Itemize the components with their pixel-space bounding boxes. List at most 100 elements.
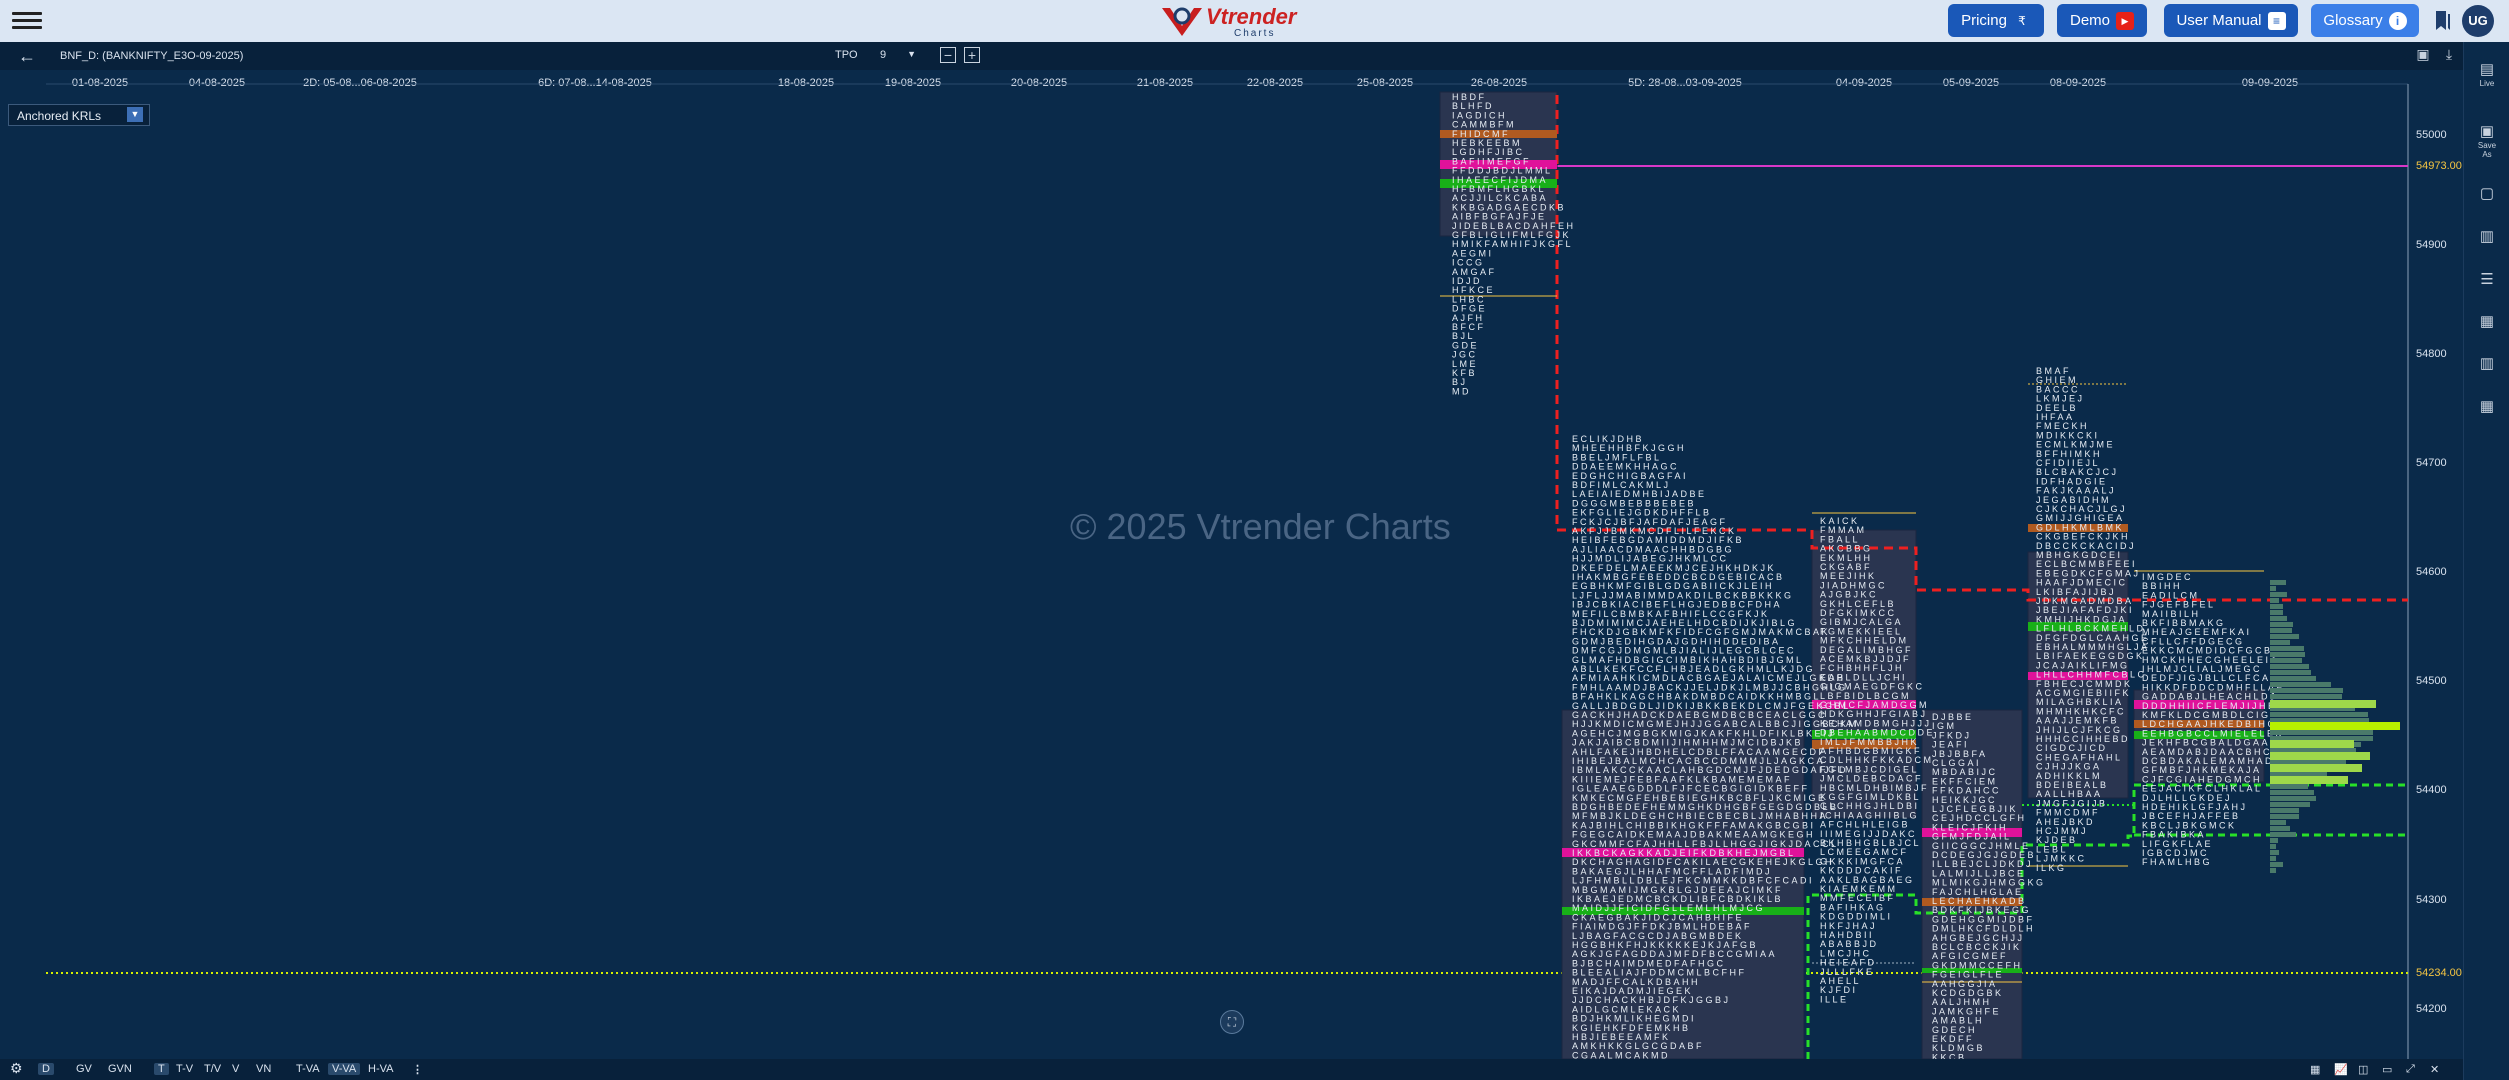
tpo-letter-row: EDGHCHIGBAGFAI — [1572, 471, 1688, 481]
anchored-krls-dropdown[interactable]: Anchored KRLs ▼ — [8, 104, 150, 126]
tpo-letter-row: AAHGGJIA — [1932, 979, 1998, 989]
tpo-letter-row: BACCC — [2036, 384, 2080, 394]
tab-gvn[interactable]: GVN — [108, 1063, 132, 1075]
volume-bar — [2270, 856, 2276, 861]
volume-bar — [2270, 820, 2286, 825]
list-icon[interactable]: ☰ — [2480, 271, 2494, 288]
columns-icon[interactable]: ▥ — [2479, 355, 2495, 372]
tpo-letter-row: FJGEFBFEL — [2142, 600, 2216, 610]
vtrender-logo[interactable]: Vtrender Charts — [1160, 2, 1296, 40]
tab-vn[interactable]: VN — [256, 1063, 272, 1075]
line-chart-icon[interactable]: 📈 — [2334, 1064, 2348, 1076]
live-button[interactable]: ▤ Live — [2477, 60, 2497, 88]
tpo-letter-row: KKCB — [1932, 1052, 1967, 1059]
table-icon[interactable]: ▦ — [2310, 1064, 2321, 1076]
tpo-letter-row: MFMBJKLDEGHCHBIECBECBLJMHABHHA — [1572, 811, 1828, 821]
demo-button[interactable]: Demo ▶ — [2057, 4, 2147, 37]
tpo-letter-row: DEDFJIGJBLLCLFCA — [2142, 673, 2271, 683]
tab-t-v[interactable]: T-V — [176, 1063, 194, 1075]
symbol-label: BNF_D: (BANKNIFTY_E3O-09-2025) — [60, 50, 244, 62]
screenshot-icon[interactable]: ◫ — [2358, 1064, 2369, 1076]
pricing-button[interactable]: Pricing ₹ — [1948, 4, 2044, 37]
volume-bar — [2270, 814, 2299, 819]
grid-icon[interactable]: ▦ — [2479, 313, 2495, 330]
menu-icon[interactable] — [12, 8, 42, 34]
price-tick: 54700 — [2416, 457, 2447, 469]
date-label: 04-09-2025 — [1835, 77, 1893, 89]
tpo-letter-row: HMIKFAMHIFJKGFL — [1452, 239, 1573, 249]
tab-v-va[interactable]: V-VA — [328, 1063, 361, 1075]
glossary-button[interactable]: Glossary i — [2311, 4, 2419, 37]
volume-bar — [2270, 646, 2304, 651]
tpo-chart-canvas: HBDFBLHFDIAGDICHCAMMBFMFHIDCMFHEBKEEBMLG… — [46, 83, 2409, 1059]
user-avatar[interactable]: UG — [2462, 5, 2494, 37]
tpo-letter-row: KKBGADGAECDKB — [1452, 202, 1566, 212]
save-as-button[interactable]: ▣ Save As — [2477, 123, 2497, 159]
watermark: © 2025 Vtrender Charts — [1070, 506, 1451, 547]
tab-t-va[interactable]: T-VA — [296, 1063, 320, 1075]
tpo-letter-row: LALMIJLLJBCE — [1932, 868, 2026, 878]
tpo-letter-row: BKFIBBMAKG — [2142, 618, 2226, 628]
volume-bar — [2270, 634, 2299, 639]
more-options-icon[interactable]: ⋮ — [412, 1064, 423, 1076]
tpo-letter-row: KMHIJHKDGJA — [2036, 614, 2127, 624]
tpo-letter-row: JMGFJGIJB — [2036, 798, 2108, 808]
user-manual-button[interactable]: User Manual ≡ — [2164, 4, 2298, 37]
tpo-letter-row: MEEJIHK — [1820, 571, 1877, 581]
fullscreen-icon[interactable]: ⛶ — [1220, 1010, 1244, 1034]
save-icon[interactable]: ▣ — [2416, 46, 2430, 62]
tpo-letter-row: DFGE — [1452, 304, 1487, 314]
panel-icon[interactable]: ▥ — [2479, 228, 2495, 245]
panel-toggle-icon[interactable]: ▭ — [2382, 1064, 2393, 1076]
tpo-letter-row: IMGDEC — [2142, 572, 2193, 582]
top-navigation-bar: Vtrender Charts Pricing ₹ Demo ▶ User Ma… — [0, 0, 2509, 42]
layout-icon[interactable]: ▦ — [2479, 398, 2495, 415]
tab-t[interactable]: T — [154, 1063, 169, 1075]
tab-gv[interactable]: GV — [76, 1063, 92, 1075]
square-icon[interactable]: ▢ — [2479, 185, 2495, 202]
settings-gear-icon[interactable]: ⚙ — [10, 1060, 23, 1076]
tpo-letter-row: EKFFCIEM — [1932, 776, 1998, 786]
tpo-letter-row: FHCKDJGBKMFKFIDFCGFGMJMAKMCBAK — [1572, 627, 1830, 637]
tab-v[interactable]: V — [232, 1063, 240, 1075]
chart-area[interactable]: ← BNF_D: (BANKNIFTY_E3O-09-2025) TPO 9 ▼… — [0, 42, 2463, 1059]
tpo-letter-row: MAIIBILH — [2142, 609, 2201, 619]
price-tick: 54300 — [2416, 894, 2447, 906]
tpo-letter-row: CAMMBFM — [1452, 120, 1516, 130]
date-label: 25-08-2025 — [1356, 77, 1414, 89]
volume-bar — [2270, 676, 2316, 681]
tab-t-slash-v[interactable]: T/V — [204, 1063, 222, 1075]
date-label: 26-08-2025 — [1470, 77, 1528, 89]
tpo-letter-row: CFLLCFFDGECG — [2142, 636, 2245, 646]
tpo-letter-row: MBGMAMIJMGKBLGJDEEAJCIMKF — [1572, 885, 1783, 895]
download-icon[interactable]: ⤓ — [2445, 46, 2453, 62]
tab-d[interactable]: D — [38, 1063, 54, 1075]
tpo-letter-row: BDGHBEDEFHEMMGHKDHGBFGEGDGDBLB — [1572, 802, 1839, 812]
back-arrow-icon[interactable]: ← — [18, 46, 36, 66]
tpo-letter-row: LJMKKC — [2036, 854, 2087, 864]
tpo-letter-row: HFBMFLHGBKL — [1452, 184, 1546, 194]
tpo-letter-row: GMIJJGHIGEA — [2036, 513, 2125, 523]
expand-icon[interactable]: ⤢ — [2406, 1063, 2415, 1075]
tpo-letter-row: BDEIBEALB — [2036, 780, 2109, 790]
tpo-letter-row: MFKCHHELDM — [1820, 636, 1909, 646]
tpo-letter-row: HMCKHHECGHEELEIJ — [2142, 655, 2278, 665]
tpo-letter-row: FGLMBJCDIGEL — [1820, 764, 1919, 774]
tpo-letter-row: CKGABF — [1820, 562, 1872, 572]
poc-bar — [1812, 700, 1916, 709]
tpo-letter-row: CKGBEFCKJKH — [2036, 532, 2130, 542]
tpo-size-select[interactable]: 9 ▼ — [876, 46, 920, 64]
tpo-letter-row: ILKG — [2036, 863, 2067, 873]
tpo-letter-row: IDFHADGIE — [2036, 476, 2108, 486]
tpo-letter-row: IHIBEJBALMCHCACBCCDMMMJLJAGKCA — [1572, 756, 1825, 766]
tpo-letter-row: IBJCBKIACIBEFLHGJEDBBCFDHA — [1572, 600, 1782, 610]
zoom-out-button[interactable]: − — [940, 47, 956, 63]
tpo-letter-row: AFHBDGBMIGKF — [1820, 746, 1922, 756]
chevron-down-icon: ▼ — [907, 49, 916, 59]
bookmarks-icon[interactable] — [2434, 10, 2452, 32]
vah-dashed-line — [1555, 95, 2408, 602]
close-icon[interactable]: ✕ — [2430, 1064, 2440, 1076]
tab-h-va[interactable]: H-VA — [368, 1063, 394, 1075]
tpo-letter-row: JEGABIDHM — [2036, 495, 2111, 505]
zoom-in-button[interactable]: + — [964, 47, 980, 63]
